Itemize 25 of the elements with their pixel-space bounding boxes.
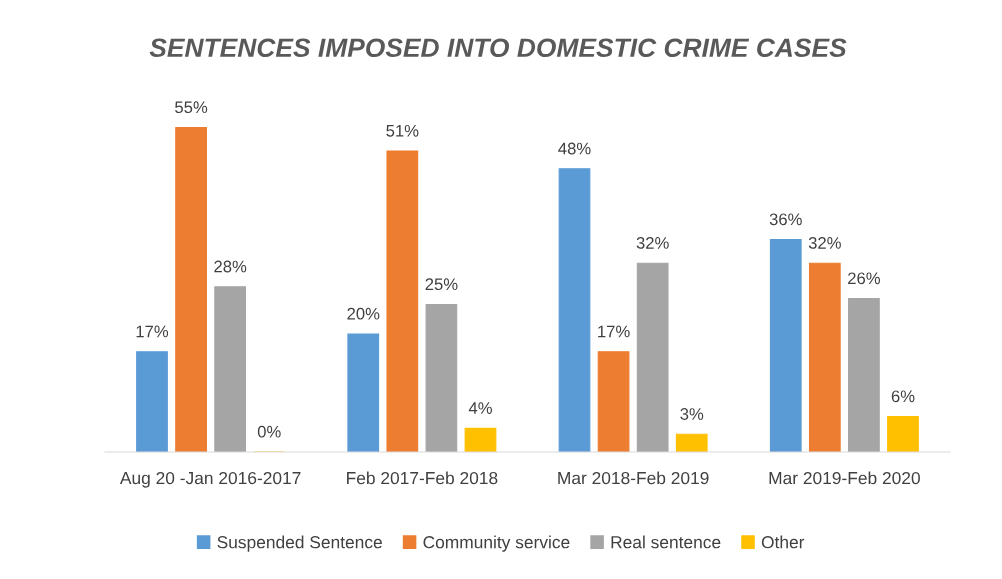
data-label: 32%: [636, 236, 669, 249]
chart-title: SENTENCES IMPOSED INTO DOMESTIC CRIME CASES: [149, 38, 847, 58]
data-label: 51%: [386, 124, 419, 137]
data-label: 0%: [257, 425, 281, 438]
x-tick-label: Mar 2018-Feb 2019: [558, 471, 709, 485]
legend-label: Real sentence: [611, 535, 721, 549]
data-label: 17%: [136, 325, 169, 338]
legend-label: Community service: [423, 535, 570, 552]
data-label: 25%: [425, 278, 458, 291]
data-label: 4%: [468, 402, 492, 414]
data-label: 3%: [680, 408, 704, 420]
data-label: 55%: [175, 101, 208, 114]
data-label: 20%: [347, 307, 380, 320]
data-label: 6%: [891, 390, 915, 403]
x-tick-label: Mar 2019-Feb 2020: [769, 471, 920, 485]
data-label: 48%: [558, 142, 591, 155]
x-tick-label: Feb 2017-Feb 2018: [347, 471, 498, 485]
data-label: 17%: [598, 325, 630, 338]
data-label: 26%: [848, 272, 880, 285]
legend-label: Other: [761, 535, 805, 549]
x-tick-label: Aug 20 -Jan 2016-2017: [119, 471, 301, 488]
legend-label: Suspended Sentence: [217, 535, 382, 552]
data-label: 36%: [769, 213, 802, 226]
data-label: 28%: [214, 260, 247, 273]
data-label: 32%: [808, 236, 841, 249]
